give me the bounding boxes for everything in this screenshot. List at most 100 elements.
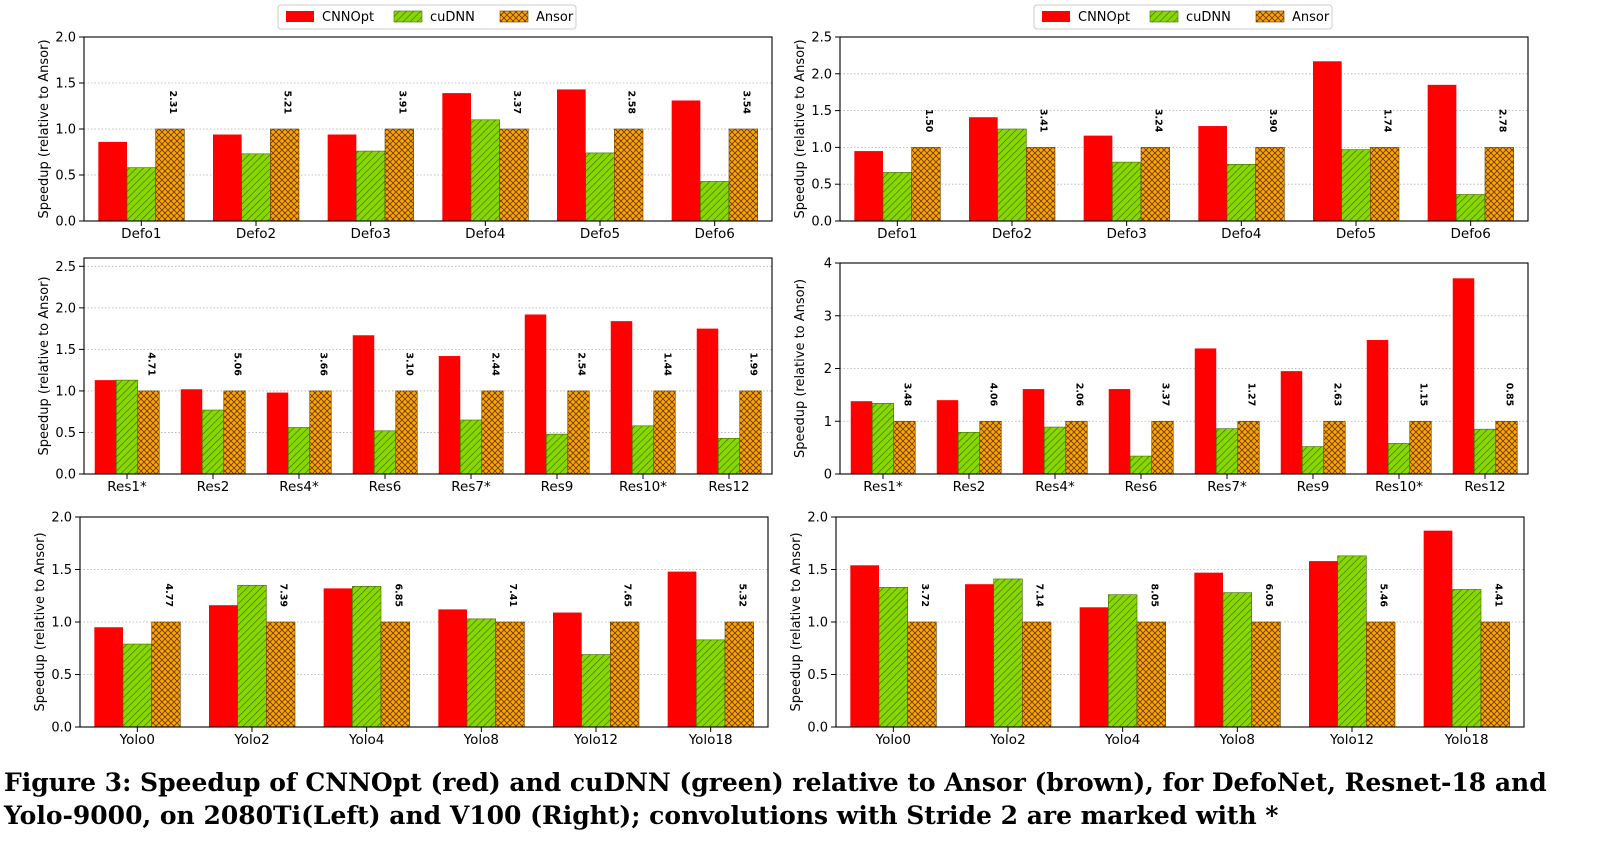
legend-swatch-cudnn: [393, 10, 423, 23]
bar-ansor: [1480, 621, 1510, 728]
bar-cudnn: [287, 427, 311, 475]
bar-cudnn: [717, 437, 741, 475]
bar-cnnopt: [1313, 61, 1342, 222]
annotation-label: 1.99: [748, 352, 759, 375]
y-tick-label: 0.5: [51, 668, 72, 683]
y-tick-label: 0.5: [55, 426, 76, 441]
annotation-label: 3.37: [511, 91, 522, 114]
y-tick-label: 1.5: [55, 77, 76, 92]
x-tick-label: Yolo2: [989, 732, 1025, 748]
bar-ansor: [499, 128, 529, 222]
annotation-label: 2.63: [1332, 383, 1343, 406]
x-tick-label: Defo2: [236, 226, 276, 242]
bar-ansor: [395, 390, 418, 475]
y-axis-label: Speedup (relative to Ansor): [793, 39, 808, 218]
bar-ansor: [739, 390, 762, 475]
x-tick-label: Defo6: [1451, 226, 1491, 242]
figure-panels: CNNOpt cuDNN Ansor CNNOpt cuDNN Ansor 0.0 0.5…: [33, 4, 1529, 748]
bar-ansor: [1026, 147, 1056, 222]
bar-cnnopt: [1309, 561, 1338, 727]
x-tick-label: Yolo4: [1104, 732, 1140, 748]
annotation-label: 7.41: [507, 584, 518, 607]
x-tick-label: Res6: [369, 479, 402, 495]
bar-cudnn: [373, 430, 397, 475]
bar-cnnopt: [438, 356, 461, 474]
bar-ansor: [270, 128, 300, 222]
bar-ansor: [893, 420, 916, 475]
bar-cudnn: [459, 419, 483, 475]
bar-ansor: [907, 621, 937, 728]
y-axis-label: Speedup (relative to Ansor): [789, 532, 804, 711]
x-tick-label: Yolo8: [1219, 732, 1255, 748]
bar-ansor: [1484, 147, 1514, 222]
y-tick-label: 2.5: [55, 260, 76, 275]
bar-cudnn: [241, 153, 271, 222]
y-tick-label: 1.0: [55, 384, 76, 399]
bar-cnnopt: [442, 93, 471, 221]
bar-cnnopt: [1280, 371, 1303, 474]
x-tick-label: Yolo18: [688, 732, 733, 748]
y-tick-label: 3: [824, 309, 832, 324]
x-tick-label: Res1*: [863, 479, 903, 495]
bar-cudnn: [1043, 426, 1067, 475]
annotation-label: 3.10: [404, 352, 415, 376]
plot-frame: [839, 36, 1529, 222]
y-tick-label: 2.0: [55, 301, 76, 316]
bar-cnnopt: [1083, 135, 1113, 221]
annotation-label: 7.65: [622, 584, 633, 607]
bar-cnnopt: [266, 392, 289, 474]
y-tick-label: 2.0: [51, 511, 72, 526]
bar-cnnopt: [850, 565, 879, 727]
bar-ansor: [1323, 420, 1346, 475]
y-tick-label: 1: [824, 415, 832, 430]
annotation-label: 2.54: [576, 352, 587, 376]
bar-ansor: [728, 128, 758, 222]
bar-cudnn: [470, 119, 500, 222]
bar-cnnopt: [1198, 126, 1227, 221]
annotation-label: 3.72: [919, 584, 930, 607]
bar-cudnn: [545, 433, 569, 475]
x-tick-label: Res6: [1125, 479, 1158, 495]
bar-ansor: [266, 621, 296, 728]
legend-left: CNNOpt cuDNN Ansor: [277, 4, 577, 30]
annotation-label: 3.41: [1038, 109, 1049, 132]
annotation-label: 3.48: [902, 383, 913, 407]
bar-ansor: [1065, 420, 1088, 475]
annotation-label: 8.05: [1148, 584, 1159, 607]
y-tick-label: 0.0: [55, 215, 76, 230]
bar-cudnn: [1226, 164, 1256, 222]
bar-ansor: [155, 128, 185, 222]
bar-cnnopt: [327, 134, 357, 221]
bar-cudnn: [1341, 149, 1371, 222]
bar-ansor: [384, 128, 414, 222]
y-axis-label: Speedup (relative to Ansor): [33, 532, 48, 711]
bar-ansor: [1255, 147, 1285, 222]
x-tick-label: Res2: [197, 479, 230, 495]
y-tick-label: 1.0: [807, 616, 828, 631]
x-tick-label: Defo2: [992, 226, 1032, 242]
annotation-label: 4.71: [146, 352, 157, 375]
bar-cnnopt: [1194, 572, 1223, 727]
bar-cnnopt: [969, 117, 998, 221]
legend-swatch-cnnopt: [1042, 11, 1070, 22]
bar-cudnn: [237, 584, 267, 728]
x-tick-label: Yolo0: [119, 732, 155, 748]
bar-ansor: [1370, 147, 1400, 222]
bar-ansor: [151, 621, 181, 728]
bar-ansor: [1409, 420, 1432, 475]
bar-cudnn: [993, 578, 1023, 728]
bar-cnnopt: [854, 151, 883, 221]
bar-ansor: [614, 128, 644, 222]
y-tick-label: 1.5: [811, 104, 832, 119]
y-tick-label: 1.5: [51, 563, 72, 578]
x-tick-label: Res10*: [1375, 479, 1423, 495]
x-tick-label: Yolo12: [1329, 732, 1374, 748]
bar-cudnn: [201, 409, 225, 475]
x-tick-label: Defo5: [1336, 226, 1376, 242]
x-tick-label: Res12: [1464, 479, 1505, 495]
bar-ansor: [724, 621, 754, 728]
y-tick-label: 4: [824, 257, 832, 272]
bar-cudnn: [1112, 161, 1142, 222]
